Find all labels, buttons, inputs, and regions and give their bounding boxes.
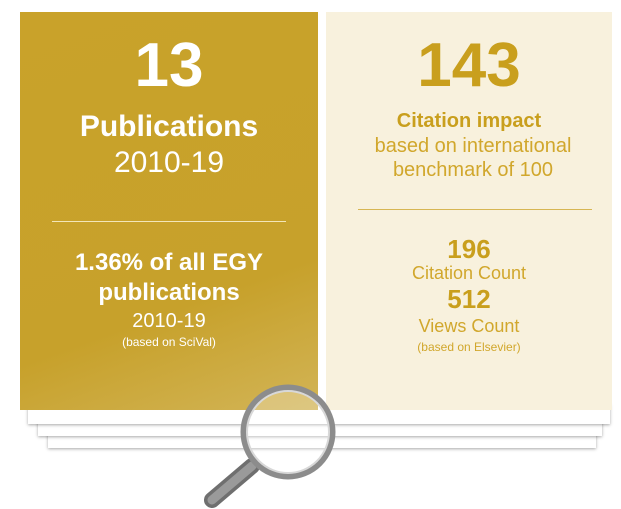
infographic: 13 Publications 2010-19 1.36% of all EGY… xyxy=(0,0,621,509)
magnifier xyxy=(0,0,621,509)
